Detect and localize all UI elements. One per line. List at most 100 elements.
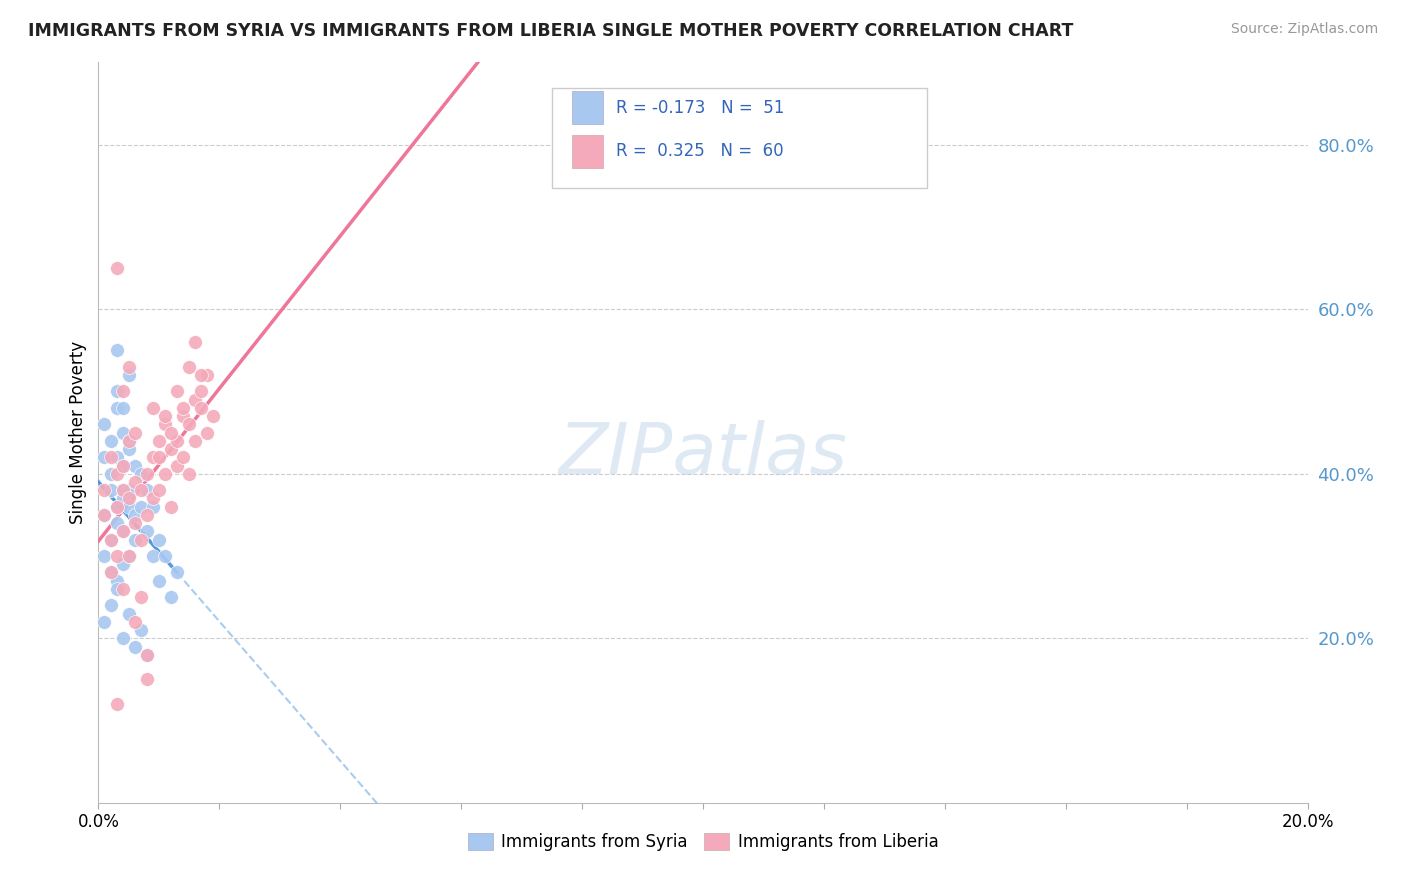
Point [111,458,134,473]
Point [129,590,152,604]
Point [172,450,194,465]
Text: R =  0.325   N =  60: R = 0.325 N = 60 [616,143,783,161]
Point [166,566,188,580]
Point [100,566,122,580]
Y-axis label: Single Mother Poverty: Single Mother Poverty [69,341,87,524]
Point [105,343,128,358]
Point [179,417,201,432]
Point [111,483,134,498]
Point [118,491,141,506]
Point [105,384,128,399]
Point [166,434,188,448]
Point [124,425,146,440]
Point [111,384,134,399]
Point [124,458,146,473]
Point [153,467,176,481]
Point [111,558,134,572]
Point [105,697,128,711]
Point [111,401,134,415]
Point [100,434,122,448]
Point [124,615,146,629]
Point [190,384,212,399]
Point [148,483,170,498]
Point [129,500,152,514]
Point [195,425,218,440]
Point [179,359,201,374]
Point [153,417,176,432]
Point [93,508,115,522]
Point [179,467,201,481]
Point [100,533,122,547]
Point [135,524,157,539]
Point [93,549,115,563]
Point [160,425,183,440]
FancyBboxPatch shape [572,91,603,125]
Point [142,450,165,465]
Point [142,401,165,415]
Point [124,516,146,530]
Point [148,574,170,588]
Point [100,599,122,613]
Point [129,623,152,637]
Point [118,483,141,498]
Point [129,483,152,498]
Point [184,434,207,448]
Point [184,392,207,407]
Point [118,607,141,621]
Point [118,549,141,563]
Point [105,500,128,514]
Point [111,483,134,498]
Point [105,261,128,276]
Point [184,335,207,350]
Point [105,549,128,563]
Point [135,648,157,662]
Point [100,467,122,481]
Point [166,458,188,473]
Point [100,450,122,465]
Point [105,516,128,530]
FancyBboxPatch shape [572,135,603,168]
Point [111,582,134,596]
Point [190,401,212,415]
Point [105,401,128,415]
Point [100,533,122,547]
Point [135,483,157,498]
Point [111,524,134,539]
Point [135,673,157,687]
FancyBboxPatch shape [551,88,927,188]
Point [129,533,152,547]
Point [105,582,128,596]
Point [105,450,128,465]
Point [118,368,141,382]
Point [111,425,134,440]
Point [142,491,165,506]
Point [100,483,122,498]
Point [148,450,170,465]
Point [142,549,165,563]
Point [118,549,141,563]
Point [93,450,115,465]
Point [148,533,170,547]
Legend: Immigrants from Syria, Immigrants from Liberia: Immigrants from Syria, Immigrants from L… [461,826,945,857]
Point [190,368,212,382]
Point [118,442,141,456]
Point [160,590,183,604]
Point [195,368,218,382]
Point [118,434,141,448]
Point [142,500,165,514]
Point [105,574,128,588]
Point [202,409,225,424]
Point [93,615,115,629]
Point [118,359,141,374]
Point [148,434,170,448]
Point [135,648,157,662]
Point [172,409,194,424]
Point [100,566,122,580]
Point [111,632,134,646]
Point [135,508,157,522]
Point [160,442,183,456]
Point [153,409,176,424]
Point [105,467,128,481]
Point [153,549,176,563]
Point [172,401,194,415]
